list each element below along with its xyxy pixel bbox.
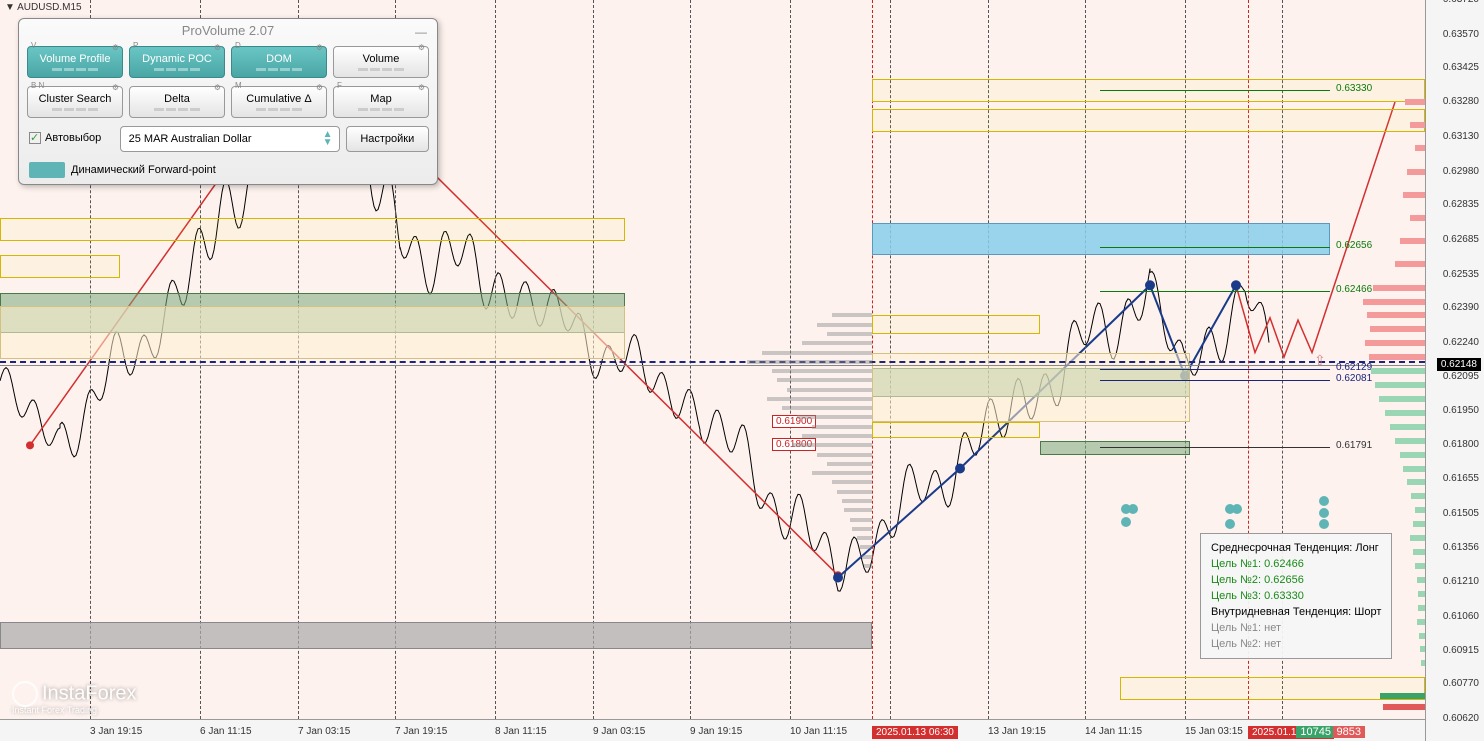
minimize-icon[interactable]: —: [415, 25, 427, 39]
panel-btn-dom[interactable]: D⚙DOM: [231, 46, 327, 78]
panel-btn-delta[interactable]: ⚙Delta: [129, 86, 225, 118]
broker-logo: InstaForex Instant Forex Trading: [12, 681, 136, 715]
instrument-select[interactable]: 25 MAR Australian Dollar▲▼: [120, 126, 340, 152]
forward-point-toggle[interactable]: Динамический Forward-point: [19, 156, 437, 184]
chart-area[interactable]: ▼ AUDUSD.M15 0.633300.626560.624660.6212…: [0, 0, 1425, 741]
panel-btn-dynamic-poc[interactable]: P⚙Dynamic POC: [129, 46, 225, 78]
provolume-panel[interactable]: ProVolume 2.07— V⚙Volume ProfileP⚙Dynami…: [18, 18, 438, 185]
panel-btn-volume[interactable]: ⚙Volume: [333, 46, 429, 78]
panel-btn-volume-profile[interactable]: V⚙Volume Profile: [27, 46, 123, 78]
signals-panel: Среднесрочная Тенденция: ЛонгЦель №1: 0.…: [1200, 533, 1392, 659]
settings-button[interactable]: Настройки: [346, 126, 429, 152]
panel-btn-cumulative-δ[interactable]: M⚙Cumulative Δ: [231, 86, 327, 118]
panel-btn-cluster-search[interactable]: B N⚙Cluster Search: [27, 86, 123, 118]
panel-btn-map[interactable]: F⚙Map: [333, 86, 429, 118]
panel-title: ProVolume 2.07—: [19, 19, 437, 42]
price-axis: 0.637200.635700.634250.632800.631300.629…: [1425, 0, 1484, 741]
autoselect-checkbox[interactable]: Автовыбор: [27, 126, 114, 152]
time-axis: 3 Jan 19:156 Jan 11:157 Jan 03:157 Jan 1…: [0, 719, 1425, 741]
